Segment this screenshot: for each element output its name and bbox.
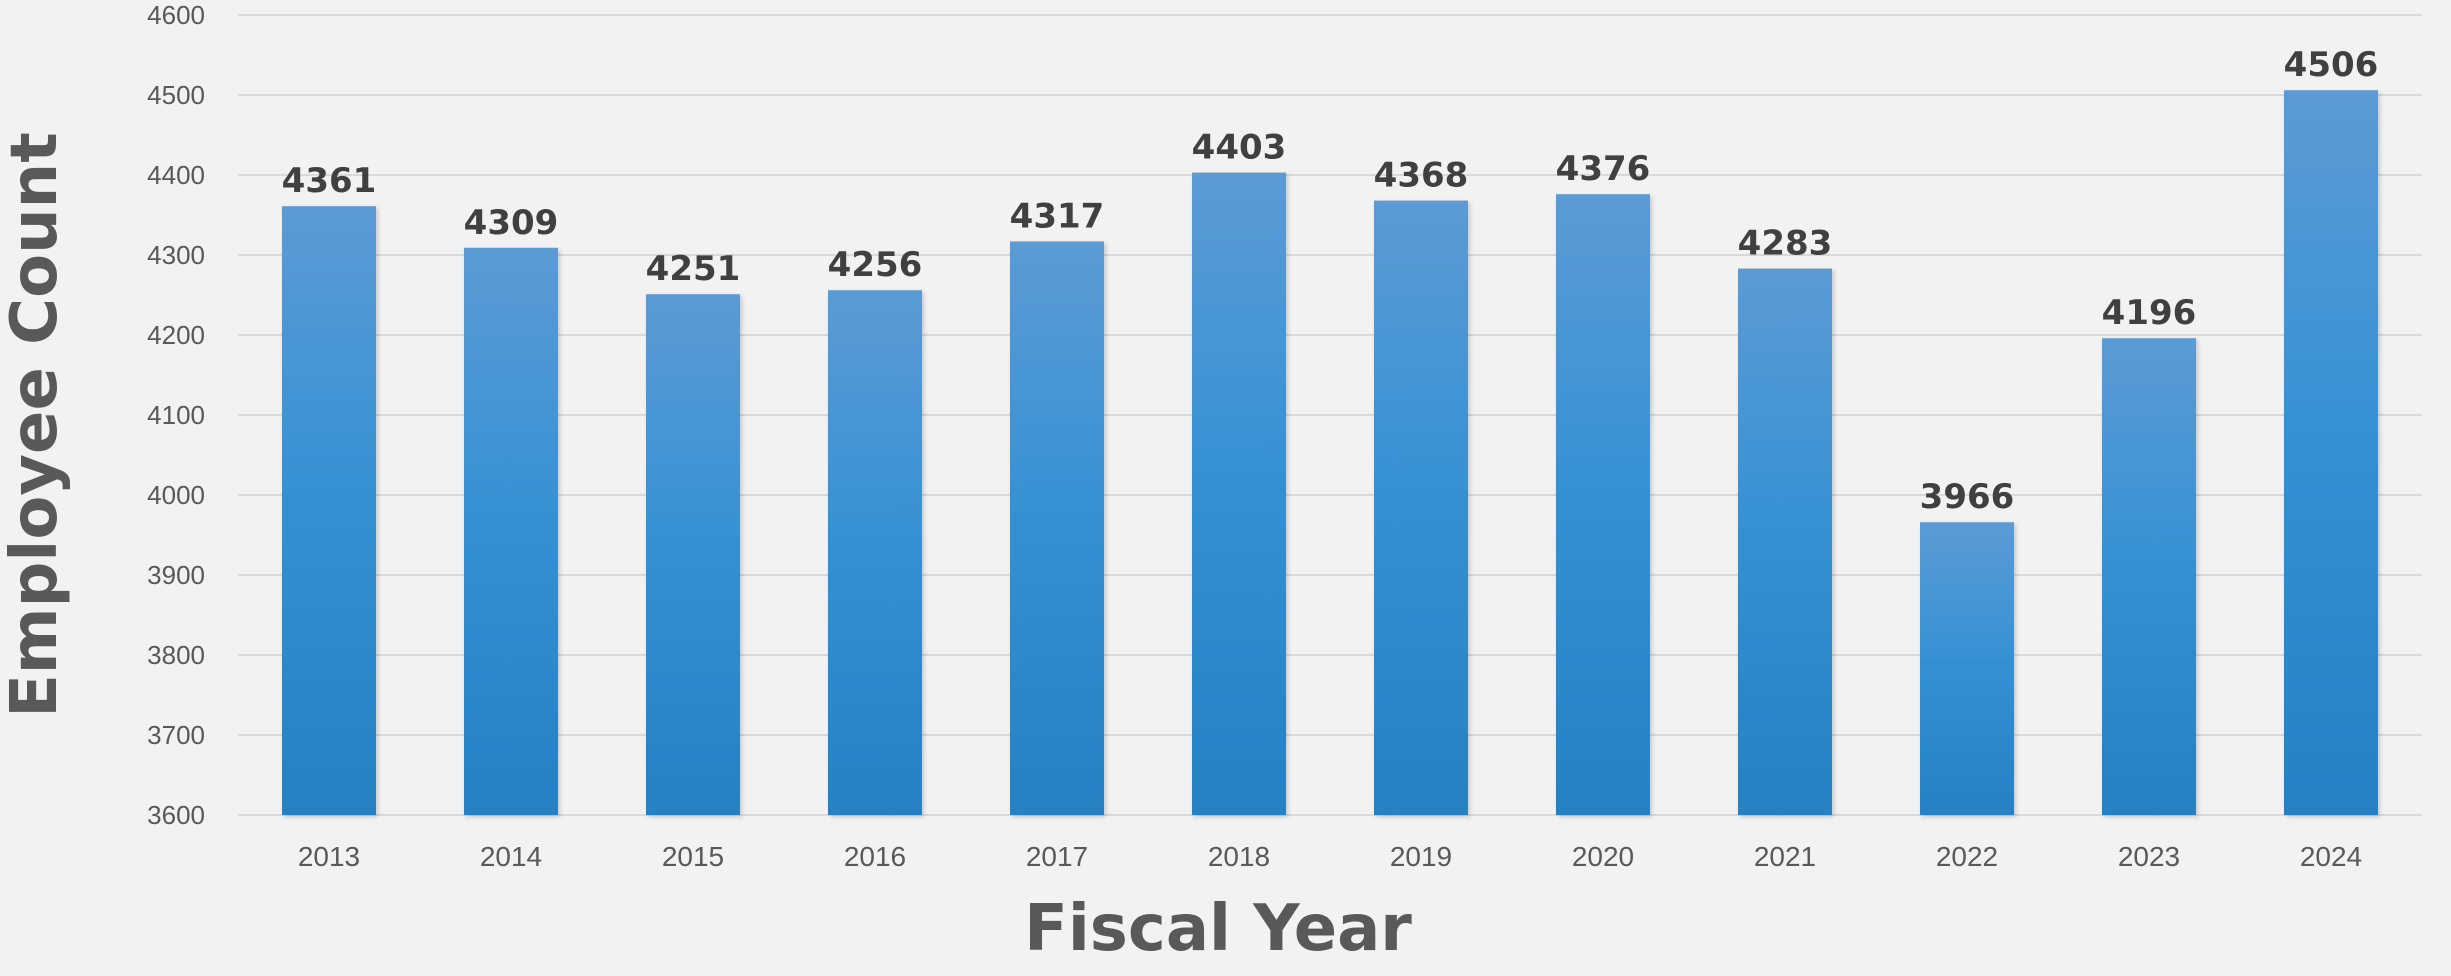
bars [282,90,2378,816]
x-tick-label-2016: 2016 [844,841,906,872]
data-label-2023: 4196 [2102,293,2197,333]
bar-2020 [1556,194,1650,815]
y-tick-label: 4000 [147,480,205,510]
x-tick-label-2014: 2014 [480,841,542,872]
y-tick-label: 4200 [147,320,205,350]
y-tick-label: 3600 [147,800,205,830]
bar-2018 [1192,172,1286,816]
bar-2015 [646,294,740,815]
data-label-2021: 4283 [1738,224,1833,264]
y-tick-label: 4100 [147,400,205,430]
data-label-2022: 3966 [1920,477,2015,517]
bar-2021 [1738,268,1832,816]
x-tick-label-2013: 2013 [298,841,360,872]
bar-2014 [464,247,558,816]
data-labels: 4361 4309 4251 4256 4317 4403 4368 4376 4283 3966… [282,45,2379,517]
y-tick-label: 4500 [147,80,205,110]
y-axis-ticks: 3600 3700 3800 3900 4000 4100 4200 4300 4400 4500… [147,0,205,830]
y-tick-label: 4300 [147,240,205,270]
bar-2016 [828,290,922,815]
bar-2023 [2102,338,2196,815]
x-tick-label-2020: 2020 [1572,841,1634,872]
data-label-2014: 4309 [464,203,559,243]
x-tick-label-2015: 2015 [662,841,724,872]
data-label-2013: 4361 [282,161,377,201]
data-label-2020: 4376 [1556,149,1651,189]
x-tick-label-2022: 2022 [1936,841,1998,872]
x-tick-label-2018: 2018 [1208,841,1270,872]
y-tick-label: 4600 [147,0,205,30]
x-tick-label-2021: 2021 [1754,841,1816,872]
y-tick-label: 4400 [147,160,205,190]
y-tick-label: 3900 [147,560,205,590]
x-tick-label-2024: 2024 [2300,841,2362,872]
x-tick-label-2023: 2023 [2118,841,2180,872]
data-label-2017: 4317 [1010,196,1105,236]
x-tick-label-2017: 2017 [1026,841,1088,872]
y-axis-title: Employee Count [0,132,72,718]
y-tick-label: 3700 [147,720,205,750]
bar-2022 [1920,522,2014,815]
data-label-2018: 4403 [1192,128,1287,168]
y-tick-label: 3800 [147,640,205,670]
x-tick-label-2019: 2019 [1390,841,1452,872]
bar-2024 [2284,90,2378,815]
x-axis-ticks: 2013 2014 2015 2016 2017 2018 2019 2020 2021 2022… [298,841,2362,872]
bar-2017 [1010,241,1104,815]
data-label-2019: 4368 [1374,156,1469,196]
data-label-2016: 4256 [828,245,923,285]
data-label-2015: 4251 [646,249,741,289]
bar-2013 [282,206,376,815]
bar-2019 [1374,200,1468,816]
x-axis-title: Fiscal Year [1024,892,1412,966]
gridlines [238,14,2422,816]
data-label-2024: 4506 [2284,45,2379,85]
